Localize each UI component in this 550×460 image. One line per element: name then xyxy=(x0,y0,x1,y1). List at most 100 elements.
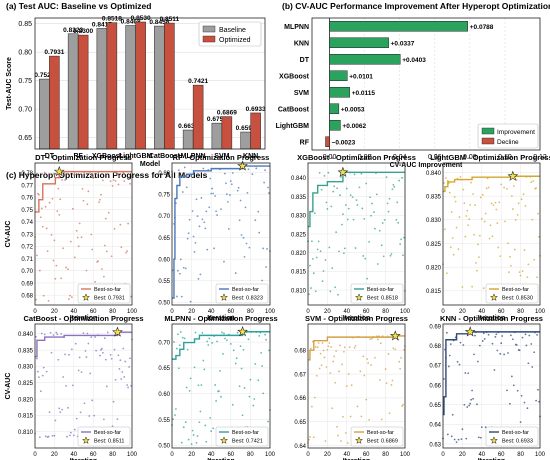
trial-point xyxy=(472,193,474,195)
trial-point xyxy=(333,185,336,188)
trial-point xyxy=(317,240,320,243)
trial-point xyxy=(474,204,476,207)
bar-value-label: 0.6598 xyxy=(236,125,256,132)
trial-point xyxy=(523,401,526,404)
trial-point xyxy=(35,298,37,301)
x-tick-label: 20 xyxy=(188,309,195,315)
subplot: CatBoost - Optimization Progress 0.810 0.8… xyxy=(5,314,144,460)
trial-point xyxy=(445,272,448,275)
legend-label: Optimized xyxy=(219,37,251,44)
trial-point xyxy=(326,348,329,351)
trial-point xyxy=(328,342,331,344)
trial-point xyxy=(72,434,75,437)
trial-point xyxy=(350,384,353,387)
x-tick-label: 40 xyxy=(343,452,350,458)
trial-point xyxy=(116,418,119,421)
y-tick-label: 0.78 xyxy=(21,171,33,177)
y-tick-label: LightGBM xyxy=(276,123,310,130)
trial-point xyxy=(362,255,365,257)
trial-point xyxy=(91,248,94,251)
bar-optimized xyxy=(250,112,261,150)
trial-point xyxy=(400,356,403,359)
trial-point xyxy=(113,348,116,351)
trial-point xyxy=(467,372,470,375)
bar-value-label: 0.6633 xyxy=(178,123,198,130)
plot-frame xyxy=(307,162,406,306)
trial-point xyxy=(501,335,504,337)
x-axis-label: Iteration xyxy=(478,315,506,322)
trial-point xyxy=(477,360,479,363)
trial-point xyxy=(112,400,115,403)
trial-point xyxy=(255,167,258,170)
subplot-title: SVM - Optimization Progress xyxy=(305,314,408,323)
trial-point xyxy=(251,173,254,176)
trial-point xyxy=(187,232,190,235)
trial-point xyxy=(101,268,103,270)
trial-point xyxy=(519,421,522,424)
trial-point xyxy=(521,270,524,272)
legend-best-label: Best: 0.6933 xyxy=(502,439,533,445)
trial-point xyxy=(341,363,343,366)
trial-point xyxy=(486,177,489,180)
trial-point xyxy=(511,208,514,210)
x-tick-label: 20 xyxy=(324,309,331,315)
best-so-far-line xyxy=(172,331,270,360)
trial-point xyxy=(533,258,536,261)
trial-point xyxy=(60,277,63,280)
legend-label: Baseline xyxy=(219,27,246,34)
x-tick-label: 60 xyxy=(363,452,370,458)
y-tick-label: 0.65 xyxy=(158,236,170,242)
trial-point xyxy=(203,368,206,371)
bar-value-label: 0.8511 xyxy=(160,16,180,23)
trial-point xyxy=(327,171,330,174)
trial-point xyxy=(520,394,523,397)
trial-point xyxy=(218,390,220,392)
subplot: RF - Optimization Progress 0.50 0.55 0.60 0.… xyxy=(158,153,275,322)
y-tick-label: 0.67 xyxy=(294,372,306,378)
trial-point xyxy=(195,441,198,444)
trial-point xyxy=(264,169,266,172)
trial-point xyxy=(445,331,448,334)
trial-point xyxy=(198,225,201,228)
trial-point xyxy=(37,193,40,196)
trial-point xyxy=(340,176,342,178)
trial-point xyxy=(231,403,234,406)
trial-point xyxy=(371,202,373,205)
trial-point xyxy=(371,337,373,340)
trial-point xyxy=(398,179,401,182)
y-tick-label: 0.69 xyxy=(21,281,33,287)
trial-point xyxy=(368,418,371,421)
trial-point xyxy=(507,352,509,354)
trial-point xyxy=(537,212,539,215)
trial-point xyxy=(248,395,251,398)
x-tick-label: 60 xyxy=(363,309,370,315)
x-tick-label: 0.04 xyxy=(393,154,407,161)
trial-point xyxy=(518,271,521,274)
bar-value-label: 0.6754 xyxy=(207,116,227,123)
trial-point xyxy=(213,247,216,250)
y-tick-label: 0.76 xyxy=(21,196,33,202)
trial-point xyxy=(451,237,454,239)
trial-point xyxy=(323,356,326,359)
trial-point xyxy=(35,335,37,338)
bar-optimized xyxy=(49,55,60,150)
trial-point xyxy=(310,347,312,350)
trial-point xyxy=(265,266,267,268)
y-tick-label: KNN xyxy=(294,40,309,47)
trial-point xyxy=(248,246,251,249)
trial-point xyxy=(77,245,80,248)
trial-point xyxy=(339,344,341,347)
trial-point xyxy=(179,258,182,261)
trial-point xyxy=(242,348,245,351)
trial-point xyxy=(214,384,217,386)
trial-point xyxy=(51,434,54,437)
trial-point xyxy=(186,348,189,351)
trial-point xyxy=(322,270,325,272)
trial-point xyxy=(531,218,534,221)
trial-point xyxy=(394,348,397,351)
trial-point xyxy=(206,248,209,251)
trial-point xyxy=(80,371,83,374)
y-tick-label: 0.830 xyxy=(291,214,307,220)
trial-point xyxy=(38,436,41,439)
trial-point xyxy=(126,250,129,252)
